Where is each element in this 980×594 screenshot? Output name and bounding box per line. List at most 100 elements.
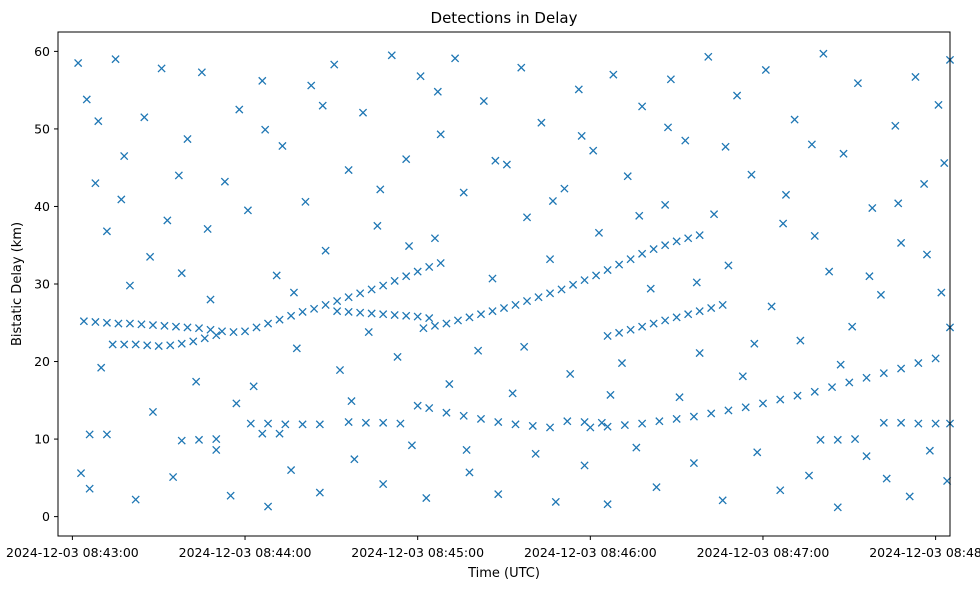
data-point (413, 267, 422, 276)
data-point (853, 79, 862, 88)
data-point (79, 317, 88, 326)
data-point (390, 310, 399, 320)
data-point (177, 339, 186, 348)
data-point (548, 196, 557, 206)
data-point (721, 142, 730, 151)
data-point (758, 399, 768, 408)
data-point (183, 134, 192, 144)
data-point (508, 389, 517, 398)
data-point (143, 341, 152, 350)
data-point (747, 170, 756, 179)
data-point (474, 346, 483, 355)
data-point (718, 300, 727, 309)
data-markers (74, 49, 955, 512)
data-point (189, 337, 198, 346)
data-point (258, 429, 267, 438)
data-point (476, 310, 486, 319)
data-point (292, 344, 301, 353)
data-point (453, 316, 463, 325)
data-point (163, 216, 172, 225)
x-tick-label: 2024-12-03 08:48:00 (869, 545, 980, 560)
data-point (177, 269, 186, 278)
data-point (220, 177, 229, 186)
data-point (442, 408, 451, 417)
data-point (566, 369, 575, 379)
data-point (655, 417, 664, 426)
data-point (545, 423, 555, 432)
data-point (638, 322, 647, 331)
y-tick-label: 30 (34, 277, 50, 292)
data-point (465, 468, 474, 477)
data-point (413, 312, 422, 321)
data-point (157, 64, 166, 73)
data-point (402, 155, 411, 164)
x-axis: 2024-12-03 08:43:00 2024-12-03 08:44:00 20… (6, 536, 980, 560)
data-point (695, 307, 704, 316)
data-point (442, 319, 451, 328)
data-point (615, 328, 624, 337)
data-point (891, 121, 900, 130)
data-point (738, 372, 747, 381)
data-point (865, 272, 874, 281)
data-point (709, 210, 719, 219)
data-point (649, 319, 658, 328)
data-point (174, 171, 183, 180)
data-point (335, 366, 345, 375)
data-point (603, 422, 612, 431)
data-point (652, 483, 661, 492)
data-point (289, 288, 299, 297)
data-point (229, 328, 238, 337)
data-point (776, 395, 785, 404)
data-point (862, 373, 871, 382)
data-point (402, 272, 411, 281)
data-point (425, 262, 434, 272)
data-point (807, 140, 816, 149)
data-point (301, 197, 310, 206)
data-point (459, 188, 468, 197)
data-point (894, 199, 903, 208)
data-point (816, 435, 825, 444)
data-point (315, 488, 324, 497)
data-point (796, 336, 805, 345)
data-point (879, 369, 888, 378)
data-point (528, 421, 537, 430)
data-point (125, 281, 134, 290)
data-point (897, 418, 906, 427)
data-point (137, 320, 146, 329)
data-point (511, 420, 520, 429)
data-point (603, 331, 612, 341)
data-point (897, 364, 906, 373)
data-point (425, 404, 434, 413)
data-point (914, 359, 923, 368)
x-tick-label: 2024-12-03 08:44:00 (179, 545, 312, 560)
data-point (810, 231, 819, 240)
data-point (905, 492, 914, 501)
data-point (850, 435, 860, 444)
data-point (356, 289, 365, 298)
data-point (603, 500, 612, 509)
data-point (263, 419, 273, 428)
data-point (695, 348, 704, 358)
data-point (148, 407, 158, 416)
data-point (298, 420, 307, 429)
data-point (825, 267, 834, 276)
data-point (120, 340, 129, 349)
x-tick-label: 2024-12-03 08:45:00 (351, 545, 484, 560)
data-point (551, 497, 560, 506)
data-point (574, 85, 583, 94)
data-point (91, 179, 100, 188)
data-point (707, 409, 716, 418)
data-point (707, 303, 716, 313)
data-point (638, 249, 647, 258)
data-point (922, 250, 932, 259)
data-point (681, 136, 690, 145)
data-point (404, 241, 414, 251)
data-point (695, 231, 704, 240)
data-point (594, 228, 604, 237)
data-point (436, 259, 445, 268)
data-point (724, 261, 733, 270)
data-point (390, 276, 399, 285)
data-point (85, 484, 94, 493)
data-point (494, 490, 503, 499)
